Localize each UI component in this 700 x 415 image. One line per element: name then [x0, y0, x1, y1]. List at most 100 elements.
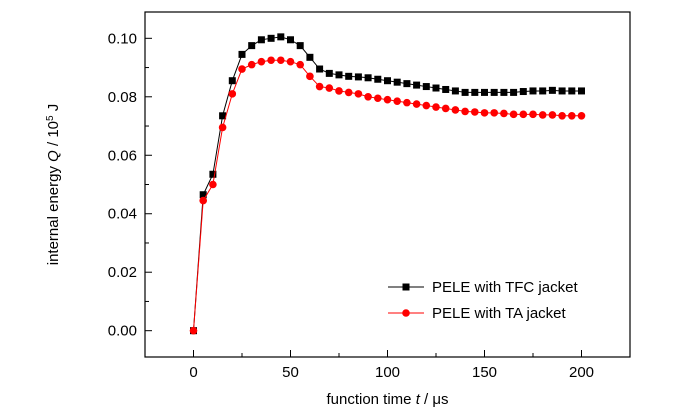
data-point	[218, 123, 227, 132]
data-point	[325, 84, 334, 92]
data-point	[277, 56, 285, 65]
data-point	[539, 87, 547, 95]
data-point	[219, 112, 227, 120]
data-point	[228, 77, 236, 85]
data-point	[344, 88, 353, 97]
plot-frame	[144, 11, 631, 358]
data-point	[510, 88, 518, 96]
data-point	[364, 92, 372, 101]
plot-area	[189, 33, 586, 335]
data-point	[238, 65, 246, 73]
data-point	[306, 53, 314, 61]
data-point	[325, 69, 333, 77]
data-point	[228, 90, 237, 98]
legend-label-tfc: PELE with TFC jacket	[432, 279, 578, 296]
data-point	[384, 77, 391, 85]
data-point	[267, 34, 275, 42]
data-point	[287, 36, 294, 44]
data-point	[257, 36, 265, 44]
data-point	[364, 74, 372, 82]
data-point	[345, 72, 353, 80]
data-point	[481, 88, 488, 96]
legend-marker-circle	[402, 309, 410, 317]
data-point	[199, 191, 207, 199]
data-point	[461, 88, 469, 96]
data-point	[277, 33, 285, 41]
data-point	[529, 87, 537, 95]
data-point	[548, 86, 556, 94]
data-point	[432, 84, 440, 92]
data-point	[335, 87, 343, 95]
y-tick-label: 0.10	[108, 30, 137, 47]
legend-item-ta: PELE with TA jacket	[388, 305, 567, 322]
y-axis-title: internal energy Q / 105 J	[45, 104, 63, 266]
data-point	[306, 72, 314, 81]
series-tfc	[190, 33, 585, 335]
y-tick-label: 0.00	[108, 323, 137, 340]
legend-item-tfc: PELE with TFC jacket	[388, 279, 578, 296]
data-point	[374, 94, 382, 103]
data-point	[490, 109, 499, 117]
data-point	[568, 111, 576, 120]
data-point	[315, 82, 324, 91]
y-tick-label: 0.02	[108, 264, 137, 281]
data-point	[393, 97, 402, 105]
y-tick-label: 0.08	[108, 89, 137, 106]
data-point	[316, 65, 324, 73]
x-tick-label: 150	[472, 364, 497, 381]
data-point	[354, 73, 362, 81]
data-point	[422, 101, 431, 110]
data-point	[403, 80, 411, 88]
data-point	[248, 42, 256, 50]
y-tick-label: 0.06	[108, 147, 137, 164]
data-point	[403, 98, 411, 107]
data-point	[393, 78, 401, 86]
x-tick-label: 100	[375, 364, 400, 381]
data-point	[335, 71, 343, 79]
data-point	[286, 57, 295, 66]
legend-label-ta: PELE with TA jacket	[432, 305, 567, 322]
x-tick-label: 50	[282, 364, 299, 381]
data-point	[490, 88, 498, 96]
data-point	[209, 180, 217, 189]
data-point	[209, 170, 217, 178]
data-point	[238, 50, 246, 58]
x-axis-title: function time t / μs	[326, 391, 448, 408]
data-point	[500, 109, 508, 118]
data-point	[432, 103, 440, 111]
data-point	[374, 75, 382, 83]
x-tick-label: 0	[189, 364, 197, 381]
data-point	[471, 88, 479, 96]
data-point	[578, 87, 585, 95]
data-point	[383, 95, 392, 104]
data-point	[422, 83, 430, 91]
legend: PELE with TFC jacket PELE with TA jacket	[388, 279, 578, 322]
data-point	[257, 57, 266, 66]
data-point	[247, 60, 256, 69]
data-point	[538, 111, 547, 119]
data-point	[189, 326, 198, 335]
data-point	[354, 90, 363, 98]
data-point	[413, 81, 421, 89]
data-point	[568, 87, 576, 95]
data-point	[529, 110, 537, 119]
data-point	[519, 110, 528, 119]
data-point	[442, 85, 450, 93]
data-point	[451, 106, 460, 114]
tick-labels: 0 50 100 150 200 0.00 0.02 0.04 0.06 0.08 0.10	[108, 30, 594, 381]
data-point	[267, 56, 275, 65]
series-ta	[189, 56, 586, 335]
data-point	[500, 88, 508, 96]
legend-marker-square	[402, 283, 410, 291]
y-tick-label: 0.04	[108, 206, 137, 223]
data-point	[461, 107, 469, 116]
data-point	[451, 87, 459, 95]
x-tick-label: 200	[569, 364, 594, 381]
data-point	[548, 111, 557, 119]
data-point	[509, 110, 518, 119]
data-point	[199, 196, 207, 205]
data-point	[577, 111, 586, 120]
data-point	[441, 104, 450, 113]
axis-ticks	[145, 37, 582, 357]
